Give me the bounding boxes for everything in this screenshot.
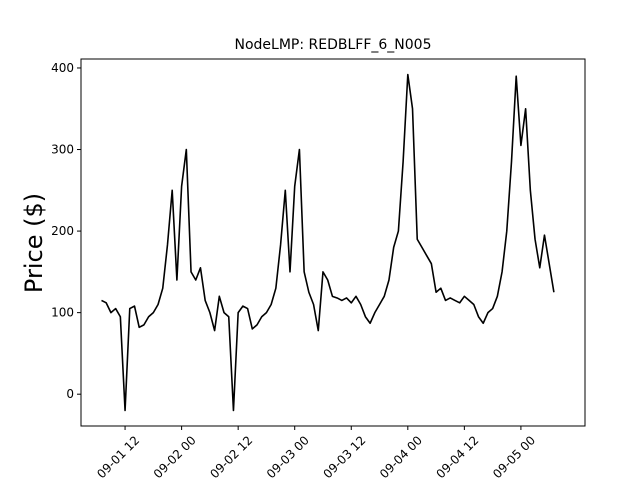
x-tick-label: 09-03 00 (264, 433, 312, 480)
x-tick-label: 09-02 00 (151, 433, 199, 480)
y-axis-label: Price ($) (20, 193, 48, 293)
y-tick-label: 100 (51, 306, 74, 320)
y-tick-label: 0 (66, 387, 74, 401)
price-line (101, 73, 555, 412)
plot-frame (80, 58, 586, 427)
x-tick-label: 09-03 12 (320, 433, 368, 480)
x-tick-label: 09-04 12 (434, 433, 482, 480)
y-tick-label: 300 (51, 143, 74, 157)
y-tick-label: 400 (51, 61, 74, 75)
x-tick-label: 09-02 12 (207, 433, 255, 480)
x-tick-label: 09-01 12 (94, 433, 142, 480)
y-tick-label: 200 (51, 224, 74, 238)
chart-title: NodeLMP: REDBLFF_6_N005 (235, 37, 432, 53)
x-tick-label: 09-04 00 (377, 433, 425, 480)
x-tick-label: 09-05 00 (490, 433, 538, 480)
